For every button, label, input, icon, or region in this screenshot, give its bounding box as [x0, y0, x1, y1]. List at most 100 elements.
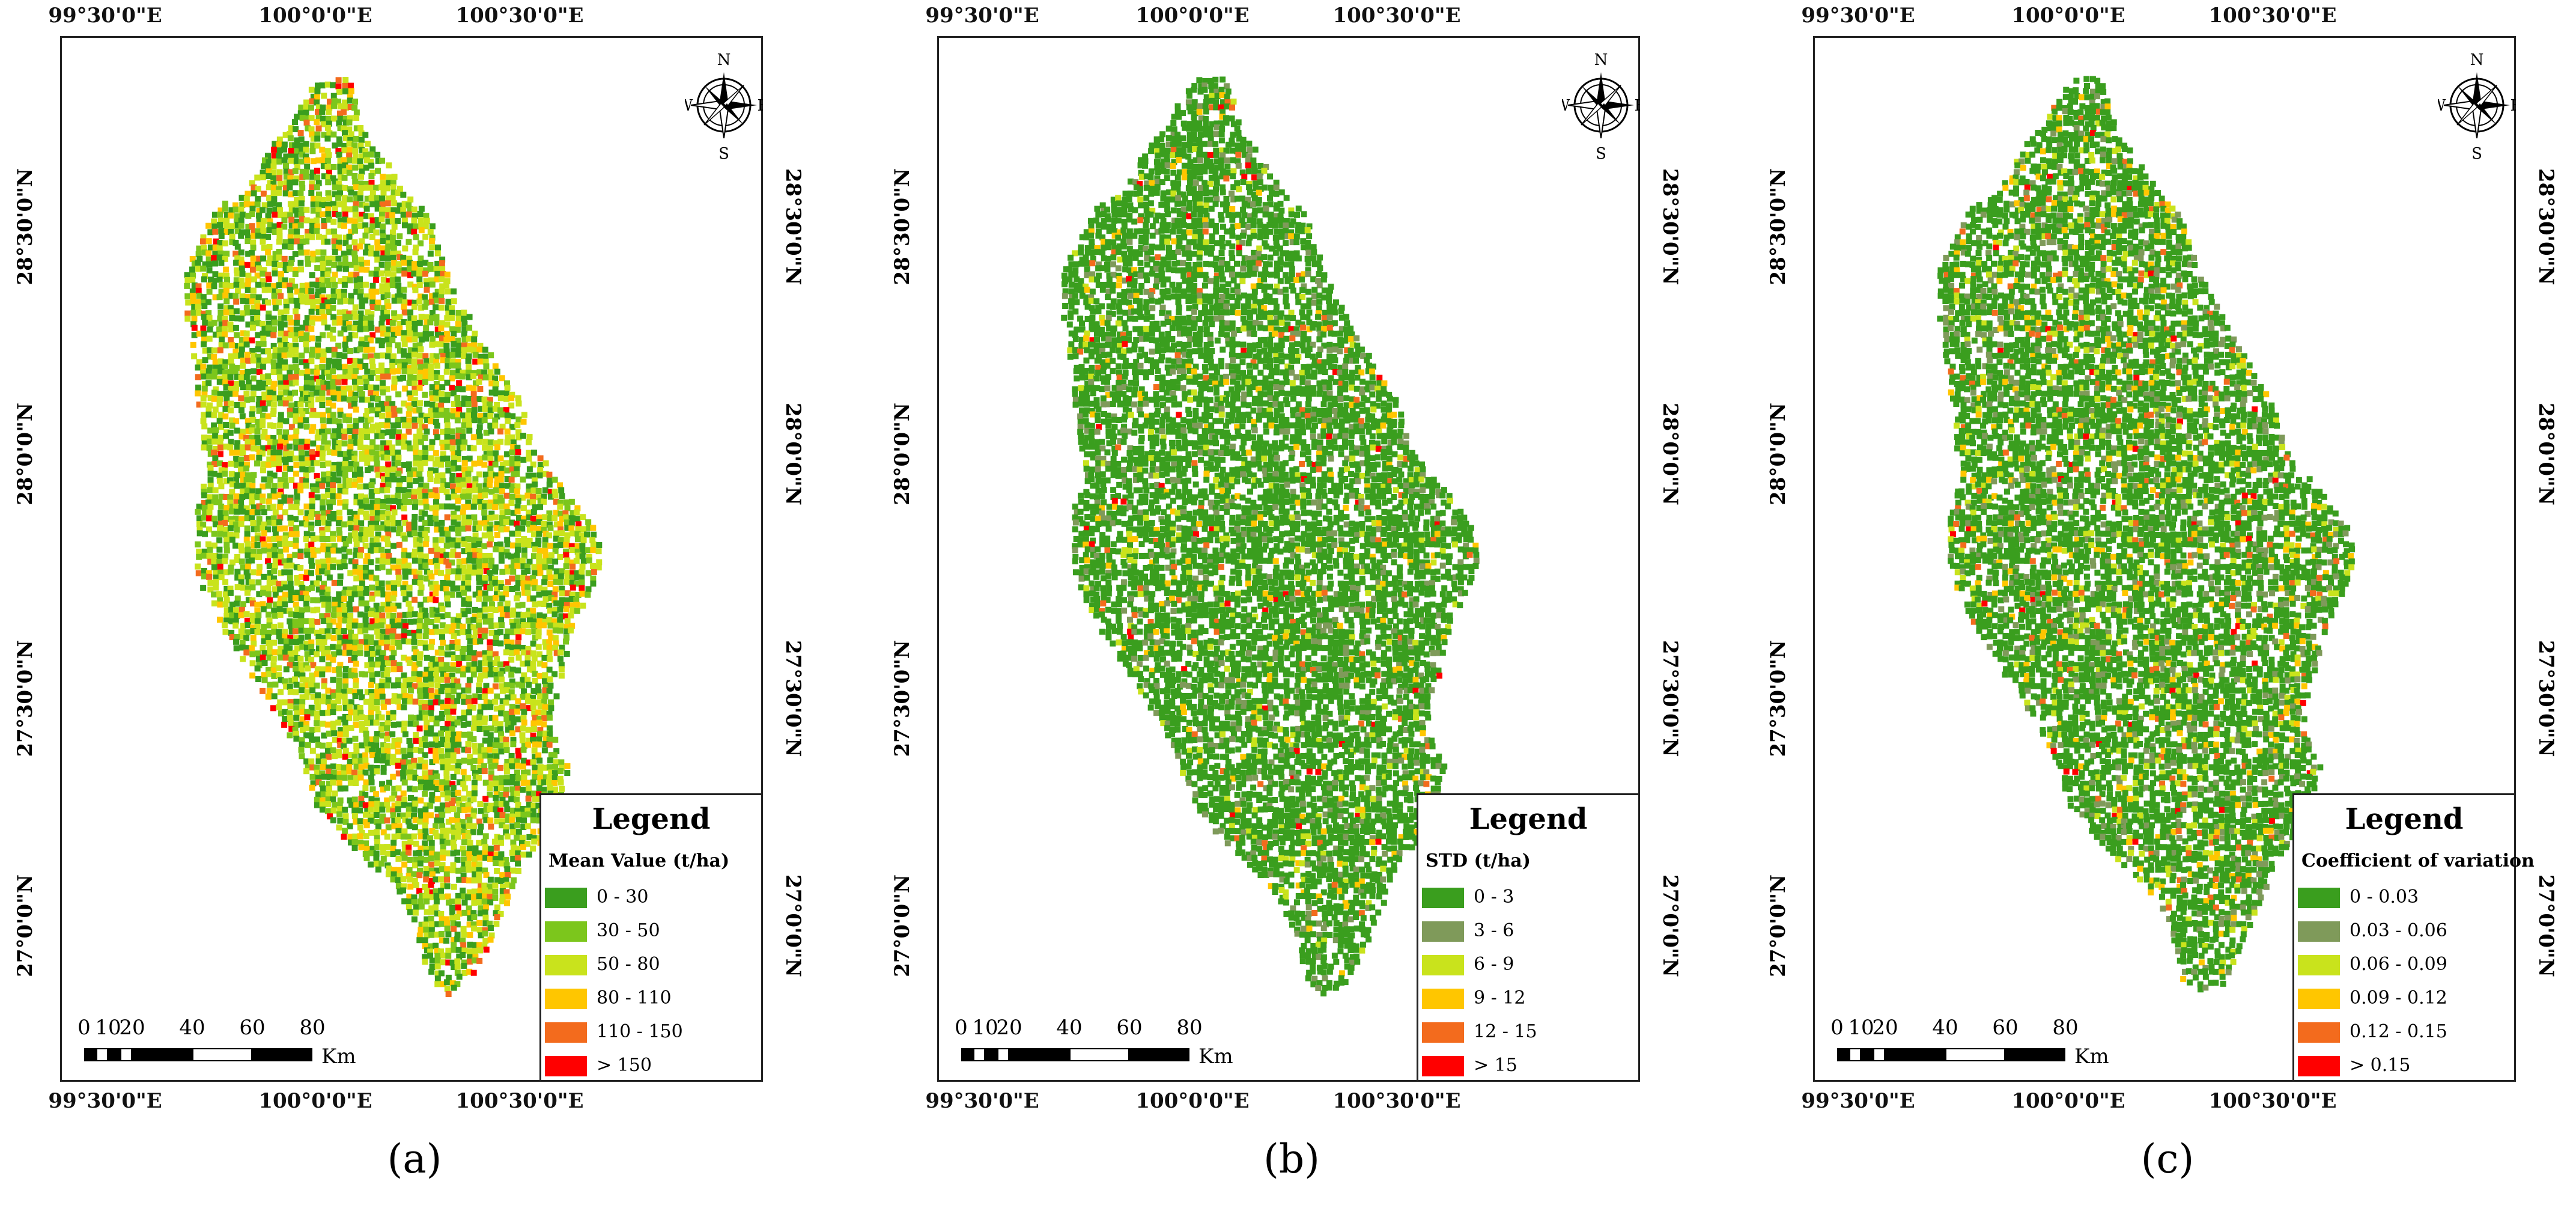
raster-cell [315, 586, 322, 593]
raster-cell [288, 526, 295, 533]
raster-cell [201, 341, 207, 347]
raster-cell [309, 375, 315, 382]
raster-cell [347, 314, 353, 320]
raster-cell [249, 557, 255, 564]
raster-cell [341, 251, 347, 257]
raster-cell [416, 725, 423, 732]
raster-cell [342, 266, 349, 272]
raster-cell [272, 483, 278, 489]
raster-cell [303, 109, 309, 116]
raster-cell [374, 411, 381, 418]
raster-cell [309, 727, 315, 733]
raster-cell [324, 81, 331, 88]
raster-cell [515, 395, 521, 401]
raster-cell [412, 444, 419, 451]
raster-cell [294, 671, 300, 678]
raster-cell [380, 650, 386, 656]
raster-cell [254, 535, 261, 542]
raster-cell [229, 601, 235, 608]
raster-cell [319, 82, 326, 89]
raster-cell [427, 514, 434, 521]
raster-cell [472, 331, 478, 337]
raster-cell [251, 445, 257, 452]
raster-cell [325, 666, 332, 673]
raster-cell [292, 119, 299, 126]
raster-cell [465, 412, 472, 419]
raster-cell [325, 602, 332, 608]
raster-cell [255, 439, 261, 446]
raster-cell [434, 715, 441, 722]
raster-cell [407, 445, 413, 452]
raster-cell [541, 520, 547, 527]
raster-cell [482, 595, 489, 602]
raster-cell [541, 590, 547, 597]
raster-cell [368, 227, 375, 234]
raster-cell [217, 250, 224, 257]
raster-cell [505, 628, 511, 635]
raster-cell [304, 709, 311, 715]
raster-cell [542, 596, 549, 603]
raster-cell [434, 613, 441, 620]
raster-cell [342, 644, 349, 650]
raster-cell [418, 757, 424, 764]
raster-cell [428, 671, 434, 677]
raster-cell [418, 552, 424, 558]
raster-cell [407, 223, 414, 230]
raster-cell [391, 412, 398, 418]
raster-cell [503, 716, 510, 722]
raster-cell [276, 175, 283, 181]
raster-cell [369, 719, 376, 726]
raster-cell [217, 310, 224, 316]
raster-cell [520, 757, 527, 764]
raster-cell [455, 362, 461, 369]
raster-cell [260, 169, 266, 176]
raster-cell [433, 467, 439, 474]
raster-cell [449, 644, 455, 650]
raster-cell [369, 304, 376, 310]
raster-cell [541, 698, 548, 705]
raster-cell [292, 389, 299, 396]
raster-cell [228, 282, 234, 289]
raster-cell [206, 315, 213, 322]
raster-cell [352, 559, 359, 566]
raster-cell [347, 196, 353, 203]
raster-cell [222, 206, 229, 212]
raster-cell [261, 660, 268, 667]
raster-cell [407, 698, 413, 705]
raster-cell [229, 223, 235, 230]
raster-cell [357, 379, 363, 385]
raster-cell [238, 547, 245, 554]
raster-cell [330, 395, 337, 401]
raster-cell [348, 272, 354, 278]
raster-cell [299, 455, 305, 462]
raster-cell [196, 331, 203, 337]
raster-cell [251, 190, 257, 197]
raster-cell [406, 660, 413, 667]
raster-cell [337, 298, 344, 305]
raster-cell [531, 618, 538, 625]
raster-cell [233, 260, 240, 266]
raster-cell [341, 558, 347, 565]
raster-cell [320, 332, 326, 338]
raster-cell [530, 622, 536, 629]
raster-cell [363, 639, 370, 645]
raster-cell [319, 455, 326, 462]
raster-cell [342, 364, 348, 370]
raster-cell [278, 638, 284, 645]
raster-cell [282, 277, 288, 284]
raster-cell [326, 418, 333, 424]
raster-cell [320, 412, 326, 418]
raster-cell [374, 705, 380, 712]
raster-cell [346, 650, 353, 656]
raster-cell [476, 456, 483, 462]
raster-cell [353, 418, 359, 424]
raster-cell [359, 721, 365, 727]
raster-cell [207, 471, 214, 477]
raster-cell [342, 541, 349, 548]
raster-cell [272, 612, 278, 619]
raster-cell [562, 613, 569, 620]
raster-cell [216, 499, 223, 505]
raster-cell [429, 439, 436, 445]
raster-cell [433, 581, 439, 587]
raster-cell [260, 445, 267, 451]
